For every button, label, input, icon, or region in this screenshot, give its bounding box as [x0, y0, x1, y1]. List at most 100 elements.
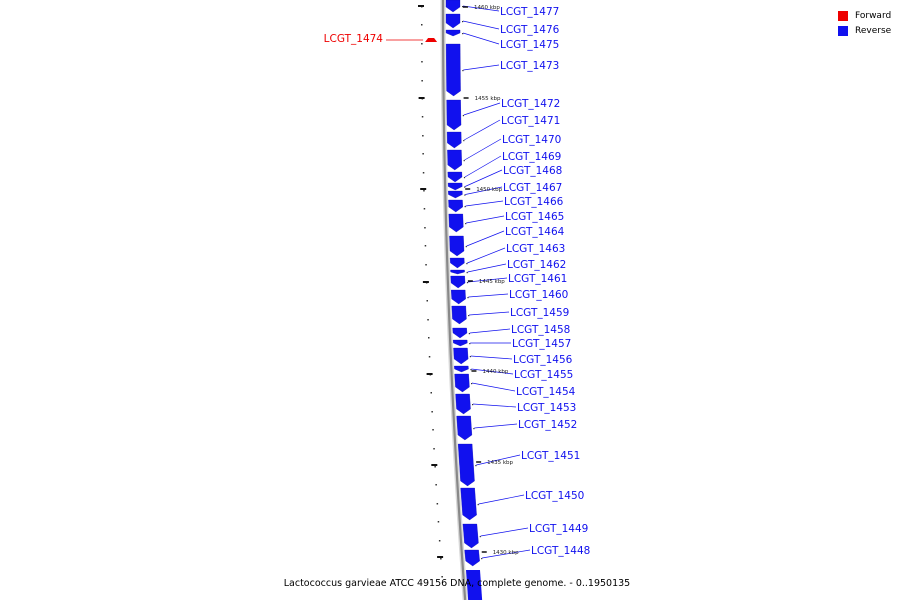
- gene-block-lcgt-1454[interactable]: [454, 373, 470, 393]
- gene-label-lcgt-1467[interactable]: LCGT_1467: [503, 182, 562, 194]
- gene-block-lcgt-1476[interactable]: [445, 13, 461, 29]
- gene-block-lcgt-1472[interactable]: [446, 99, 462, 131]
- ruler-minor-tick: [427, 319, 429, 321]
- gene-block-lcgt-1457[interactable]: [452, 339, 468, 347]
- gene-label-lcgt-1468[interactable]: LCGT_1468: [503, 165, 562, 177]
- ruler-minor-tick: [424, 245, 427, 247]
- gene-block-lcgt-1455[interactable]: [454, 365, 469, 373]
- gene-label-lcgt-1475[interactable]: LCGT_1475: [500, 39, 559, 51]
- gene-leader-line: [462, 32, 500, 45]
- gene-block-lcgt-1467[interactable]: [448, 190, 463, 199]
- gene-leader-line: [468, 293, 509, 298]
- ruler-minor-tick: [422, 135, 424, 137]
- gene-label-lcgt-1458[interactable]: LCGT_1458: [511, 324, 570, 336]
- gene-block-lcgt-1448[interactable]: [464, 549, 480, 567]
- gene-leader-line: [464, 119, 501, 141]
- gene-leader-line: [463, 102, 501, 116]
- gene-label-lcgt-1474[interactable]: LCGT_1474: [324, 33, 384, 45]
- gene-block-lcgt-1450[interactable]: [460, 487, 477, 521]
- gene-marker-dot: [465, 246, 467, 248]
- gene-block-lcgt-1466[interactable]: [448, 199, 463, 213]
- kbp-label: 1455 kbp: [475, 96, 501, 102]
- gene-block-lcgt-1456[interactable]: [453, 347, 469, 365]
- gene-label-lcgt-1452[interactable]: LCGT_1452: [518, 419, 577, 431]
- gene-label-lcgt-1456[interactable]: LCGT_1456: [513, 354, 573, 366]
- gene-block-lcgt-1459[interactable]: [451, 305, 467, 325]
- gene-label-lcgt-1455[interactable]: LCGT_1455: [514, 369, 573, 381]
- gene-label-lcgt-1450[interactable]: LCGT_1450: [525, 490, 584, 502]
- gene-block-lcgt-1475[interactable]: [445, 29, 461, 37]
- gene-block-lcgt-1463[interactable]: [449, 257, 465, 269]
- gene-block-lcgt-1458[interactable]: [452, 327, 468, 339]
- gene-label-lcgt-1472[interactable]: LCGT_1472: [501, 98, 560, 110]
- gene-marker-dot: [469, 343, 471, 345]
- ruler-major-tick: [437, 556, 444, 558]
- ruler-minor-tick: [431, 411, 433, 413]
- gene-label-lcgt-1463[interactable]: LCGT_1463: [506, 243, 565, 255]
- ruler-minor-tick: [423, 190, 425, 192]
- gene-marker-dot: [479, 536, 481, 538]
- ruler-major-tick: [422, 281, 429, 283]
- ruler-minor-tick: [428, 337, 430, 339]
- gene-label-lcgt-1457[interactable]: LCGT_1457: [512, 338, 571, 350]
- ruler-minor-tick: [441, 576, 443, 578]
- gene-label-lcgt-1449[interactable]: LCGT_1449: [529, 523, 588, 535]
- gene-label-lcgt-1469[interactable]: LCGT_1469: [502, 151, 561, 163]
- kbp-label: 1435 kbp: [487, 460, 513, 466]
- gene-block-lcgt-1470[interactable]: [447, 149, 462, 171]
- gene-block-lcgt-1461[interactable]: [450, 275, 466, 289]
- genome-caption: Lactococcus garvieae ATCC 49156 DNA, com…: [283, 578, 631, 589]
- gene-block-lcgt-1460[interactable]: [451, 289, 466, 305]
- gene-label-lcgt-1459[interactable]: LCGT_1459: [510, 307, 569, 319]
- gene-label-lcgt-1473[interactable]: LCGT_1473: [500, 60, 559, 72]
- gene-label-lcgt-1454[interactable]: LCGT_1454: [516, 386, 576, 398]
- legend: Forward Reverse: [838, 8, 891, 38]
- gene-leader-line: [472, 403, 517, 408]
- ruler-major-tick: [431, 464, 438, 466]
- gene-label-lcgt-1471[interactable]: LCGT_1471: [501, 115, 560, 127]
- gene-marker-dot: [467, 297, 469, 299]
- gene-block-lcgt-1473[interactable]: [445, 43, 461, 97]
- gene-label-lcgt-1464[interactable]: LCGT_1464: [505, 226, 565, 238]
- gene-block-lcgt-1449[interactable]: [462, 523, 479, 549]
- ruler-minor-tick: [421, 61, 423, 63]
- gene-label-lcgt-1451[interactable]: LCGT_1451: [521, 450, 580, 462]
- gene-block-lcgt-1452[interactable]: [456, 415, 473, 441]
- legend-forward: Forward: [838, 8, 891, 23]
- gene-label-lcgt-1461[interactable]: LCGT_1461: [508, 273, 567, 285]
- gene-label-lcgt-1477[interactable]: LCGT_1477: [500, 6, 559, 18]
- gene-block-lcgt-1465[interactable]: [448, 213, 464, 233]
- gene-label-lcgt-1476[interactable]: LCGT_1476: [500, 24, 560, 36]
- gene-label-lcgt-1453[interactable]: LCGT_1453: [517, 402, 576, 414]
- gene-label-lcgt-1466[interactable]: LCGT_1466: [504, 196, 564, 208]
- gene-block-lcgt-1462[interactable]: [450, 269, 465, 275]
- gene-marker-dot: [463, 140, 465, 142]
- gene-label-lcgt-1462[interactable]: LCGT_1462: [507, 259, 566, 271]
- gene-block-lcgt-1451[interactable]: [457, 443, 475, 487]
- gene-leader-line: [467, 263, 507, 273]
- gene-marker-dot: [465, 223, 467, 225]
- gene-block-lcgt-1453[interactable]: [455, 393, 471, 415]
- gene-block-lcgt-1464[interactable]: [449, 235, 465, 257]
- gene-block-lcgt-1469[interactable]: [447, 171, 463, 183]
- gene-marker-dot: [464, 194, 466, 196]
- gene-label-lcgt-1460[interactable]: LCGT_1460: [509, 289, 568, 301]
- ruler-minor-tick: [437, 521, 440, 523]
- ruler-minor-tick: [422, 172, 425, 174]
- gene-marker-dot: [471, 383, 473, 385]
- gene-marker-dot: [466, 263, 468, 265]
- gene-label-lcgt-1465[interactable]: LCGT_1465: [505, 211, 564, 223]
- ruler-major-tick: [418, 97, 425, 99]
- gene-block-lcgt-1477[interactable]: [445, 0, 461, 13]
- gene-label-lcgt-1470[interactable]: LCGT_1470: [502, 134, 561, 146]
- ruler-major-tick: [420, 188, 427, 190]
- gene-leader-line: [466, 230, 505, 247]
- ruler-minor-tick: [440, 558, 442, 560]
- gene-block-lcgt-1474[interactable]: [425, 38, 438, 42]
- gene-label-lcgt-1448[interactable]: LCGT_1448: [531, 545, 590, 557]
- gene-leader-line: [467, 277, 508, 283]
- gene-block-lcgt-1468[interactable]: [447, 182, 463, 191]
- gene-block-lcgt-1471[interactable]: [446, 131, 462, 149]
